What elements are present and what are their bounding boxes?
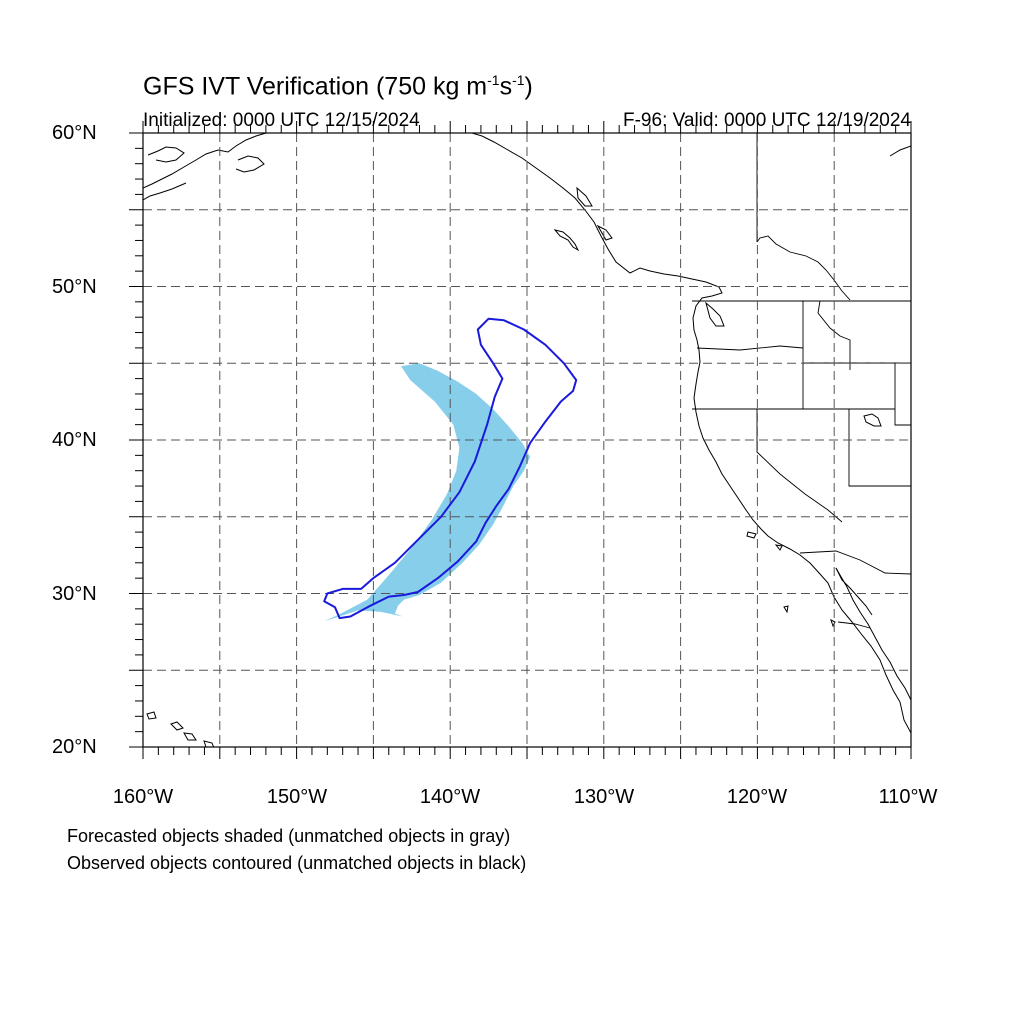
lat-label-50: 50°N (52, 276, 97, 298)
island-outline (146, 711, 157, 720)
coastline-segment (471, 133, 911, 734)
lon-label-140w: 140°W (419, 786, 481, 808)
coastline-segment (835, 567, 911, 701)
coastline-segment (143, 133, 267, 189)
island-outline (746, 531, 757, 539)
island-outline (183, 732, 197, 741)
forecast-note: Forecasted objects shaded (unmatched obj… (67, 826, 511, 846)
lon-label-110w: 110°W (878, 786, 938, 808)
valid-time: F-96: Valid: 0000 UTC 12/19/2024 (623, 110, 911, 131)
lon-label-160w: 160°W (112, 786, 174, 808)
forecast-object (324, 363, 531, 622)
island-outline (774, 544, 783, 551)
coastline-segment (143, 182, 187, 201)
island-outline (576, 186, 593, 207)
island-outline (553, 229, 580, 252)
political-border (837, 621, 871, 629)
island-outline (596, 224, 613, 241)
lat-label-60: 60°N (52, 122, 97, 144)
coastline-segment (235, 155, 265, 173)
political-border (756, 409, 843, 523)
lon-label-130w: 130°W (573, 786, 635, 808)
lon-label-120w: 120°W (726, 786, 788, 808)
island-outline (203, 740, 215, 747)
coastline-segment (889, 145, 911, 157)
initialized-time: Initialized: 0000 UTC 12/15/2024 (143, 110, 420, 131)
island-outline (170, 721, 184, 731)
political-border (799, 550, 911, 575)
lat-label-20: 20°N (52, 736, 97, 758)
political-border (696, 345, 804, 351)
political-border (817, 300, 851, 370)
figure-title: GFS IVT Verification (750 kg m-1s-1) (143, 72, 533, 101)
island-outline (783, 605, 789, 614)
lat-label-30: 30°N (52, 583, 97, 605)
coastline-segment (147, 146, 185, 163)
political-border (756, 235, 851, 301)
lat-label-40: 40°N (52, 429, 97, 451)
observed-note: Observed objects contoured (unmatched ob… (67, 853, 527, 873)
observed-object-contour (323, 317, 578, 620)
lon-label-150w: 150°W (266, 786, 328, 808)
political-border (894, 363, 911, 426)
island-outline (863, 413, 882, 427)
island-outline (705, 301, 725, 327)
coastline-segment (835, 567, 873, 616)
political-border (848, 409, 911, 487)
map-layer (143, 133, 911, 747)
tick-marks (129, 121, 912, 759)
